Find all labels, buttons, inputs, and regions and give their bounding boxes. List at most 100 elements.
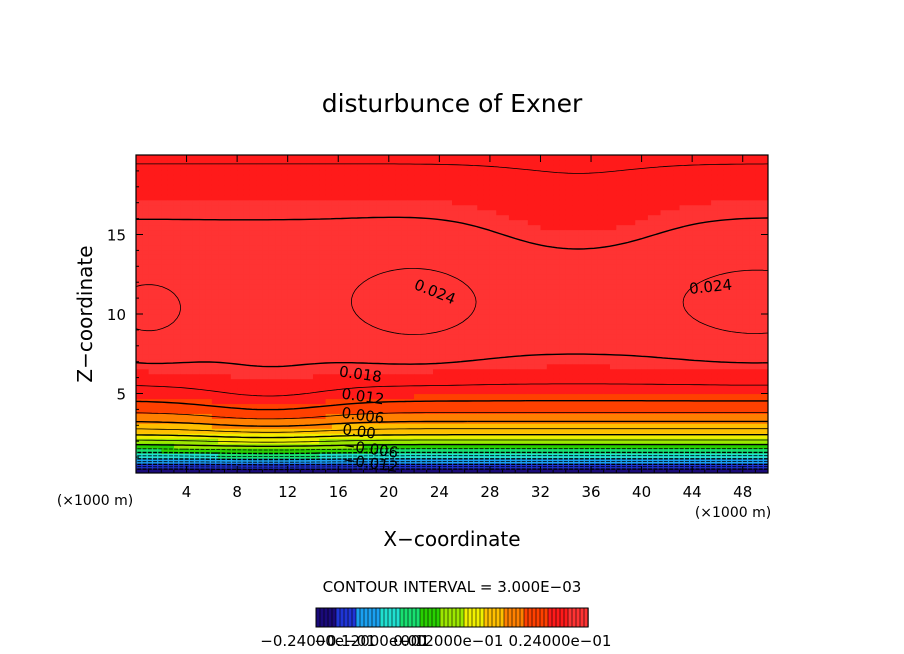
field-cell: [319, 179, 327, 186]
field-cell: [262, 448, 270, 454]
field-cell: [616, 403, 624, 410]
field-cell: [154, 164, 162, 171]
field-cell: [211, 318, 219, 325]
field-cell: [294, 448, 301, 454]
field-cell: [287, 413, 295, 419]
field-cell: [167, 179, 175, 186]
field-cell: [281, 289, 289, 295]
field-cell: [306, 194, 314, 201]
field-cell: [376, 378, 384, 385]
field-cell: [331, 468, 339, 473]
field-cell: [445, 204, 453, 211]
field-cell: [136, 463, 143, 469]
field-cell: [445, 254, 453, 260]
field-cell: [559, 269, 567, 275]
field-cell: [306, 259, 314, 265]
field-cell: [426, 284, 434, 290]
field-cell: [180, 214, 188, 221]
field-cell: [369, 338, 377, 345]
field-cell: [243, 314, 251, 320]
field-cell: [357, 338, 365, 345]
field-cell: [161, 159, 169, 166]
field-cell: [211, 323, 219, 330]
field-cell: [281, 358, 289, 365]
field-cell: [338, 219, 346, 226]
field-cell: [294, 413, 301, 419]
field-cell: [148, 368, 156, 375]
field-cell: [275, 234, 282, 241]
field-cell: [433, 299, 440, 305]
field-cell: [382, 155, 390, 161]
field-cell: [527, 269, 535, 275]
field-cell: [597, 433, 605, 439]
field-cell: [502, 393, 510, 400]
field-cell: [439, 438, 447, 444]
field-cell: [553, 309, 561, 315]
field-cell: [445, 368, 453, 375]
field-cell: [546, 383, 554, 390]
field-cell: [306, 179, 314, 186]
field-cell: [477, 403, 485, 410]
field-cell: [470, 204, 478, 211]
field-cell: [363, 169, 371, 176]
field-cell: [344, 249, 352, 255]
field-cell: [610, 155, 617, 161]
field-cell: [180, 323, 188, 330]
field-cell: [224, 423, 232, 429]
field-cell: [154, 443, 162, 449]
field-cell: [414, 314, 421, 320]
field-cell: [230, 234, 238, 241]
field-cell: [218, 199, 226, 206]
field-cell: [395, 363, 403, 370]
field-cell: [338, 383, 346, 390]
field-cell: [401, 169, 409, 176]
field-cell: [603, 174, 611, 181]
field-cell: [173, 189, 181, 196]
field-cell: [154, 393, 162, 400]
field-cell: [218, 254, 226, 260]
field-cell: [464, 438, 472, 444]
field-cell: [527, 393, 535, 400]
field-cell: [218, 463, 226, 469]
field-cell: [489, 333, 497, 340]
field-cell: [515, 294, 523, 300]
field-cell: [622, 433, 630, 439]
field-cell: [515, 368, 523, 375]
field-cell: [363, 159, 371, 166]
field-cell: [142, 428, 150, 434]
field-cell: [281, 438, 289, 444]
field-cell: [161, 279, 169, 285]
field-cell: [192, 368, 200, 375]
field-cell: [186, 309, 194, 315]
field-cell: [154, 224, 162, 231]
field-cell: [591, 204, 598, 211]
field-cell: [369, 279, 377, 285]
field-cell: [407, 373, 415, 380]
field-cell: [445, 274, 453, 280]
field-cell: [154, 458, 162, 464]
field-cell: [508, 333, 516, 340]
field-cell: [363, 249, 371, 255]
field-cell: [180, 169, 188, 176]
field-cell: [527, 314, 535, 320]
field-cell: [357, 363, 365, 370]
field-cell: [540, 224, 548, 231]
field-cell: [508, 164, 516, 171]
field-cell: [376, 358, 384, 365]
field-cell: [426, 428, 434, 434]
field-cell: [559, 229, 567, 236]
field-cell: [148, 164, 156, 171]
field-cell: [445, 468, 453, 473]
field-cell: [534, 164, 542, 171]
field-cell: [350, 328, 358, 335]
field-cell: [489, 368, 497, 375]
field-cell: [546, 338, 554, 345]
field-cell: [401, 393, 409, 400]
field-cell: [218, 314, 226, 320]
field-cell: [597, 264, 605, 270]
field-cell: [237, 413, 245, 419]
field-cell: [369, 353, 377, 360]
field-cell: [186, 368, 194, 375]
field-cell: [312, 328, 320, 335]
field-cell: [395, 229, 403, 236]
